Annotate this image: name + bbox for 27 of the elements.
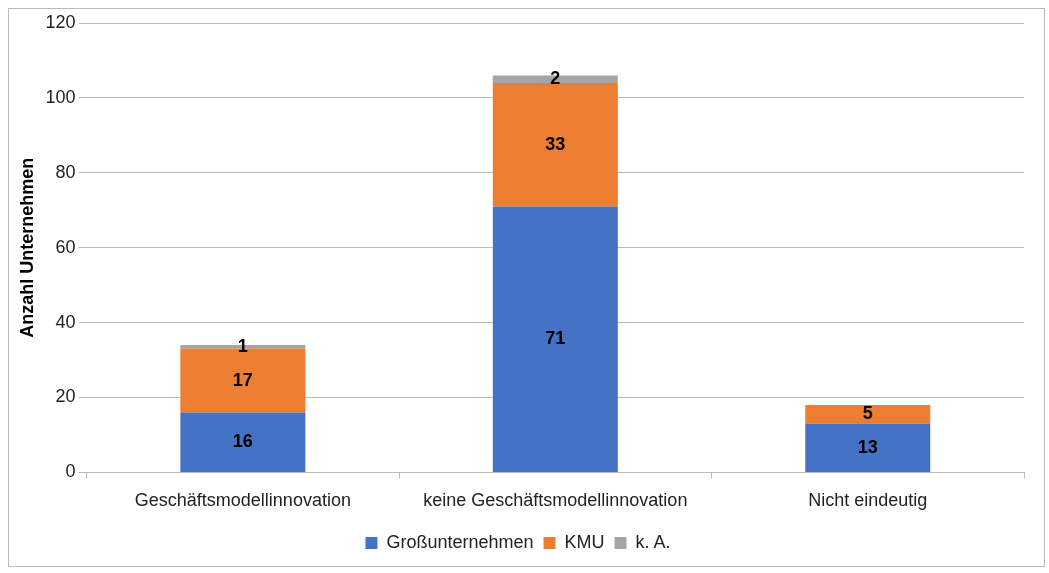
data-label: 16	[232, 431, 253, 452]
bar	[805, 423, 931, 472]
y-tick-label: 40	[55, 311, 76, 332]
legend-label: KMU	[564, 531, 605, 552]
y-tick-label: 20	[55, 386, 76, 407]
bar	[492, 206, 618, 472]
y-tick-label: 0	[65, 461, 76, 482]
y-axis-title: Anzahl Unternehmen	[16, 157, 37, 338]
bar	[805, 404, 931, 424]
legend-label: Großunternehmen	[386, 531, 534, 552]
bar	[492, 82, 618, 207]
x-tick-label: keine Geschäftsmodellinnovation	[423, 490, 688, 511]
y-tick-label: 100	[45, 86, 76, 107]
y-tick-label: 80	[55, 161, 76, 182]
y-tick-label: 120	[45, 11, 76, 32]
data-label: 33	[545, 133, 566, 154]
data-label: 13	[857, 436, 878, 457]
y-tick-label: 60	[55, 236, 76, 257]
data-label: 71	[545, 328, 566, 349]
data-label: 17	[232, 369, 253, 390]
legend-label: k. A.	[635, 531, 671, 552]
x-tick-label: Nicht eindeutig	[808, 490, 928, 511]
bar	[180, 412, 306, 472]
data-label: 1	[237, 335, 248, 356]
x-tick-label: Geschäftsmodellinnovation	[134, 490, 351, 511]
data-label: 5	[862, 403, 873, 424]
data-label: 2	[550, 68, 561, 89]
